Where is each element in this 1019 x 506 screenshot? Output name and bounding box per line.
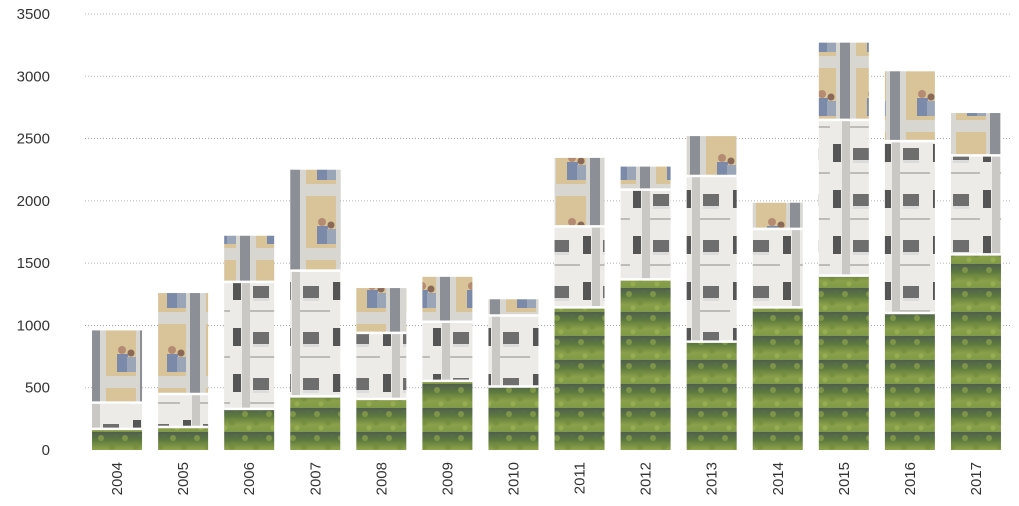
bar-segment-window bbox=[158, 293, 209, 394]
x-tick-label: 2004 bbox=[109, 462, 126, 495]
bar-segment-facade bbox=[620, 189, 671, 280]
y-tick-label: 2500 bbox=[17, 131, 50, 148]
y-tick-label: 1500 bbox=[17, 255, 50, 272]
bar-segment-facade bbox=[554, 226, 605, 308]
bar-2016 bbox=[884, 71, 935, 450]
bar-segment-grass bbox=[884, 312, 935, 450]
bar-segment-window bbox=[686, 136, 737, 176]
y-tick-label: 1000 bbox=[17, 317, 50, 334]
bar-segment-facade bbox=[290, 270, 341, 397]
bar-2015 bbox=[818, 42, 869, 450]
bar-segment-facade bbox=[884, 141, 935, 313]
bar-segment-facade bbox=[488, 315, 539, 387]
bar-segment-window bbox=[950, 113, 1001, 156]
bar-2011 bbox=[554, 157, 605, 450]
y-tick-label: 3000 bbox=[17, 68, 50, 85]
x-tick-label: 2008 bbox=[373, 462, 390, 495]
x-tick-label: 2016 bbox=[902, 462, 919, 495]
x-axis-tick-labels: 2004 2005 2006 2007 2008 2009 2010 2011 2012 2013… bbox=[109, 462, 985, 495]
bar-segment-window bbox=[92, 330, 143, 403]
x-tick-label: 2013 bbox=[704, 462, 721, 495]
bar-segment-window bbox=[752, 202, 803, 229]
bar-segment-window bbox=[488, 299, 539, 316]
bar-segment-facade bbox=[92, 402, 143, 429]
bar-segment-window bbox=[356, 288, 407, 333]
bar-2010 bbox=[488, 299, 539, 450]
bar-segment-window bbox=[224, 235, 275, 282]
bar-2012 bbox=[620, 166, 671, 450]
x-tick-label: 2010 bbox=[505, 462, 522, 495]
bar-segment-grass bbox=[290, 396, 341, 450]
bar-segment-facade bbox=[752, 228, 803, 308]
bar-segment-window bbox=[620, 166, 671, 190]
bar-2014 bbox=[752, 202, 803, 450]
bar-segment-grass bbox=[686, 341, 737, 450]
bar-2013 bbox=[686, 136, 737, 450]
x-tick-label: 2007 bbox=[307, 462, 324, 495]
x-tick-label: 2009 bbox=[439, 462, 456, 495]
bar-segment-grass bbox=[92, 428, 143, 450]
bar-segment-facade bbox=[818, 119, 869, 276]
bar-segment-facade bbox=[950, 155, 1001, 255]
bar-segment-grass bbox=[554, 307, 605, 450]
y-tick-label: 3500 bbox=[17, 6, 50, 23]
bar-segment-facade bbox=[356, 332, 407, 399]
x-tick-label: 2012 bbox=[638, 462, 655, 495]
bar-segment-window bbox=[554, 157, 605, 227]
x-tick-label: 2017 bbox=[968, 462, 985, 495]
bar-segment-facade bbox=[422, 321, 473, 381]
bar-segment-grass bbox=[752, 307, 803, 450]
bar-segment-facade bbox=[224, 281, 275, 409]
bar-2005 bbox=[158, 293, 209, 450]
y-tick-label: 500 bbox=[25, 380, 50, 397]
bar-segment-grass bbox=[356, 398, 407, 450]
bar-segment-grass bbox=[422, 380, 473, 450]
bar-segment-grass bbox=[224, 408, 275, 450]
gridlines bbox=[85, 13, 1010, 389]
bar-segment-grass bbox=[158, 426, 209, 450]
y-tick-label: 0 bbox=[42, 442, 50, 459]
bar-segment-grass bbox=[620, 279, 671, 450]
y-axis-tick-labels: 0 500 1000 1500 2000 2500 3000 3500 bbox=[17, 6, 50, 459]
bar-segment-grass bbox=[950, 254, 1001, 450]
bar-segment-facade bbox=[158, 393, 209, 427]
bar-2006 bbox=[224, 235, 275, 450]
bar-2009 bbox=[422, 276, 473, 450]
bar-2007 bbox=[290, 169, 341, 450]
bar-2008 bbox=[356, 288, 407, 450]
bar-segment-facade bbox=[686, 175, 737, 342]
x-tick-label: 2014 bbox=[770, 462, 787, 495]
x-tick-label: 2015 bbox=[836, 462, 853, 495]
bar-segment-window bbox=[290, 169, 341, 271]
bar-segment-grass bbox=[488, 386, 539, 450]
bar-segment-window bbox=[884, 71, 935, 142]
y-tick-label: 2000 bbox=[17, 193, 50, 210]
x-tick-label: 2006 bbox=[241, 462, 258, 495]
bar-2004 bbox=[92, 330, 143, 450]
x-tick-label: 2011 bbox=[572, 462, 589, 494]
x-tick-label: 2005 bbox=[175, 462, 192, 495]
bars bbox=[92, 42, 1001, 450]
bar-segment-window bbox=[818, 42, 869, 120]
bar-segment-grass bbox=[818, 275, 869, 450]
bar-2017 bbox=[950, 113, 1001, 450]
bar-segment-window bbox=[422, 276, 473, 322]
